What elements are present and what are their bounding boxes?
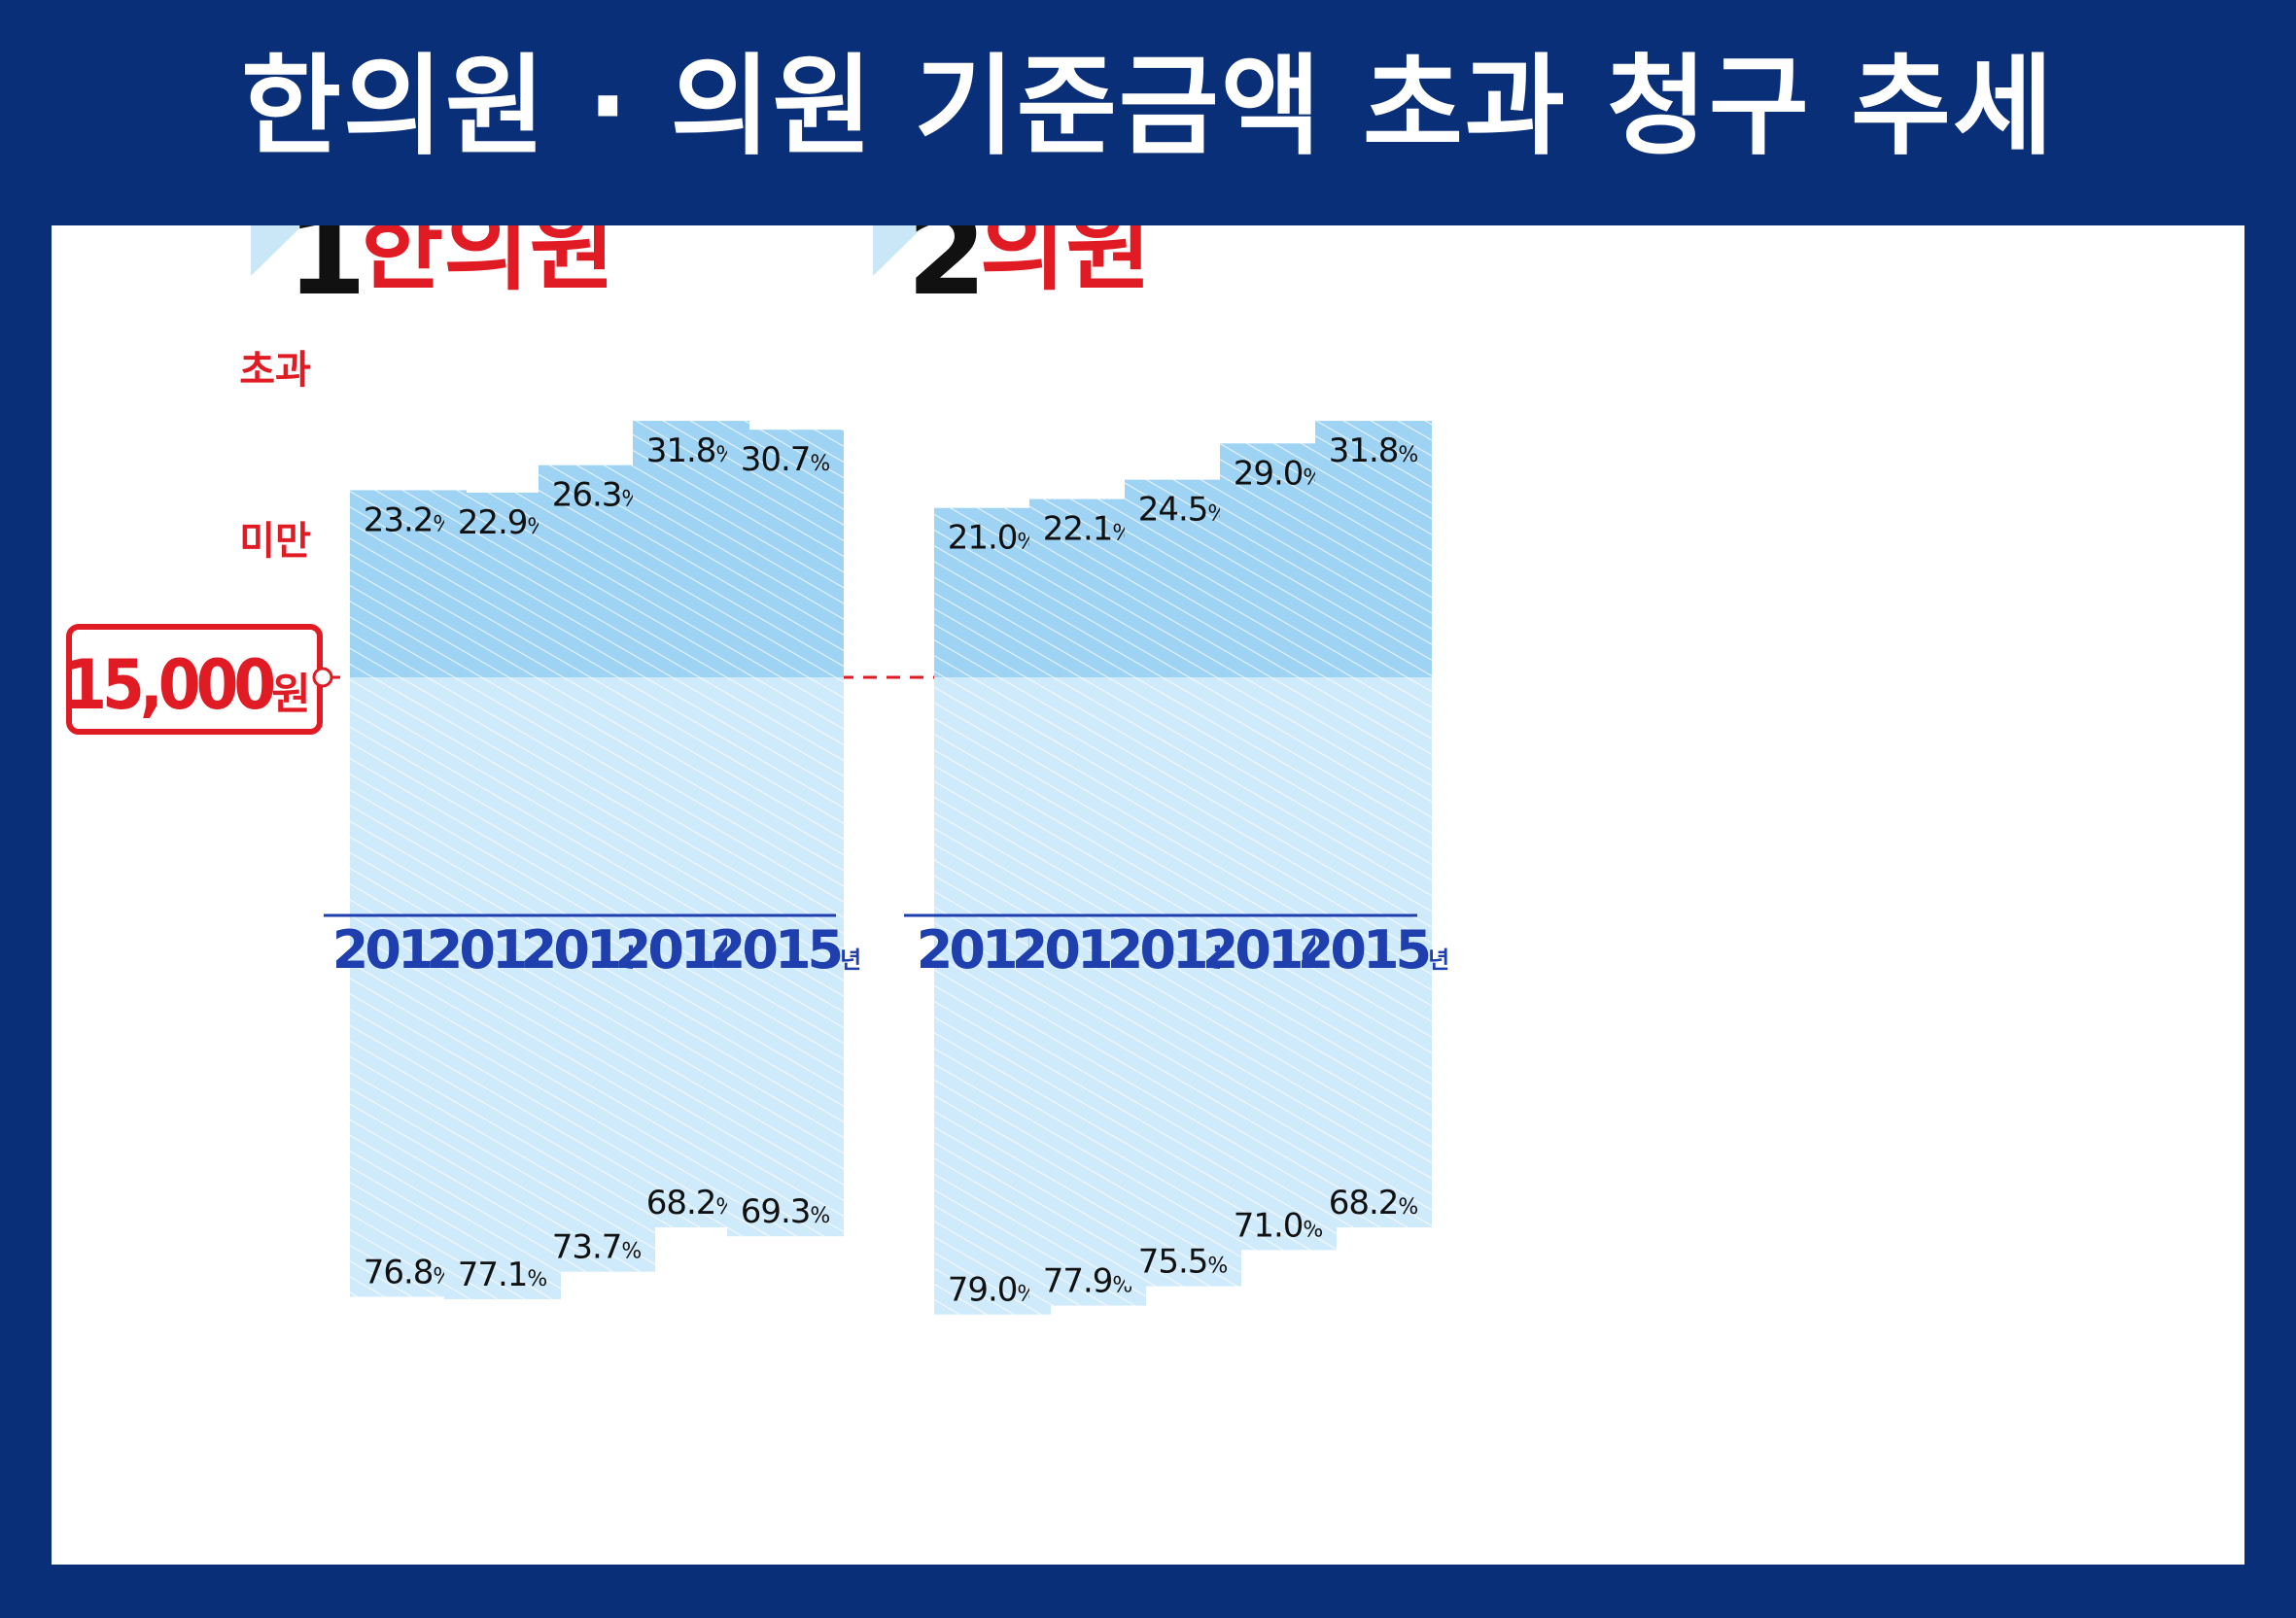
bar-above-hatch-2015	[1315, 421, 1432, 677]
chart-1: 1한의원23.2%76.8%2011년22.9%77.1%2012년26.3%7…	[251, 225, 861, 1299]
data-label-suffix: %	[810, 1204, 830, 1228]
data-label-value: 75.5	[1138, 1243, 1208, 1282]
data-label-value: 26.3	[552, 476, 622, 515]
below-label: 미만	[239, 519, 311, 564]
data-label-suffix: %	[621, 1240, 642, 1264]
x-tick-year: 2013	[1107, 919, 1238, 981]
section-title: 한의원	[358, 225, 615, 303]
data-label-above-2015: 31.8%	[1329, 431, 1419, 470]
charts-root: 15,000원초과미만1한의원23.2%76.8%2011년22.9%77.1%…	[64, 225, 1449, 1315]
chart-panel: 15,000원초과미만1한의원23.2%76.8%2011년22.9%77.1%…	[52, 225, 2244, 1565]
threshold-marker: 15,000원	[64, 624, 333, 735]
data-label-below-2012: 77.1%	[458, 1256, 548, 1294]
threshold-unit: 원	[271, 670, 310, 719]
data-label-value: 76.8	[364, 1253, 434, 1291]
data-label-above-2014: 29.0%	[1234, 454, 1324, 493]
data-label-above-2011: 21.0%	[948, 519, 1038, 558]
x-tick-suffix: 년	[840, 947, 861, 974]
data-label-suffix: %	[527, 1267, 547, 1291]
data-label-value: 31.8	[1329, 431, 1399, 470]
data-label-below-2013: 73.7%	[552, 1228, 643, 1267]
data-label-value: 22.1	[1043, 510, 1113, 549]
data-label-value: 71.0	[1234, 1206, 1304, 1245]
section-number: 2	[907, 225, 987, 321]
bar-below-hatch-2015	[1315, 677, 1432, 1228]
data-label-above-2015: 30.7%	[741, 440, 831, 479]
data-label-value: 68.2	[1329, 1184, 1399, 1222]
chart-2: 2의원21.0%79.0%2011년22.1%77.9%2012년24.5%75…	[873, 225, 1449, 1315]
x-tick-year: 2015	[710, 919, 841, 981]
data-label-value: 77.1	[458, 1256, 528, 1294]
data-label-below-2014: 68.2%	[646, 1184, 737, 1222]
data-label-below-2015: 69.3%	[741, 1192, 831, 1231]
x-tick-2015: 2015년	[710, 919, 861, 981]
page-title: 한의원 · 의원 기준금액 초과 청구 추세	[240, 44, 2056, 170]
data-label-value: 73.7	[552, 1228, 622, 1267]
bar-below-hatch-2015	[727, 677, 844, 1237]
threshold-value: 15,000원	[64, 645, 311, 725]
x-tick-2012: 2012년	[1012, 919, 1164, 981]
data-label-below-2011: 76.8%	[364, 1253, 454, 1291]
data-label-value: 23.2	[364, 500, 434, 539]
x-tick-year: 2011	[917, 919, 1048, 981]
data-label-value: 69.3	[741, 1192, 811, 1231]
threshold-dot	[312, 667, 333, 688]
data-label-below-2014: 71.0%	[1234, 1206, 1324, 1245]
x-tick-suffix: 년	[1428, 947, 1449, 974]
data-label-value: 22.9	[458, 503, 528, 542]
data-label-value: 21.0	[948, 519, 1018, 558]
chart-canvas: 15,000원초과미만1한의원23.2%76.8%2011년22.9%77.1%…	[64, 225, 1449, 1315]
data-label-above-2012: 22.9%	[458, 503, 548, 542]
data-label-value: 29.0	[1234, 454, 1304, 493]
section-number: 1	[287, 225, 366, 321]
data-label-value: 24.5	[1138, 491, 1208, 530]
data-label-value: 68.2	[646, 1184, 716, 1222]
data-label-below-2015: 68.2%	[1329, 1184, 1419, 1222]
above-label: 초과	[239, 348, 311, 393]
data-label-value: 30.7	[741, 440, 811, 479]
data-label-value: 31.8	[646, 431, 716, 470]
data-label-suffix: %	[1207, 1255, 1228, 1279]
x-tick-year: 2012	[1012, 919, 1142, 981]
data-label-suffix: %	[810, 452, 830, 476]
threshold-number: 15,000	[64, 645, 273, 725]
data-label-suffix: %	[1398, 443, 1418, 467]
x-tick-2015: 2015년	[1298, 919, 1449, 981]
bar-above-hatch-2015	[727, 430, 844, 677]
section-tab	[873, 225, 925, 276]
data-label-value: 77.9	[1043, 1262, 1113, 1301]
data-label-below-2013: 75.5%	[1138, 1243, 1229, 1282]
data-label-suffix: %	[1398, 1195, 1418, 1220]
data-label-value: 79.0	[948, 1271, 1018, 1310]
x-tick-year: 2015	[1298, 919, 1429, 981]
section-title: 의원	[980, 225, 1152, 303]
data-label-above-2011: 23.2%	[364, 500, 454, 539]
